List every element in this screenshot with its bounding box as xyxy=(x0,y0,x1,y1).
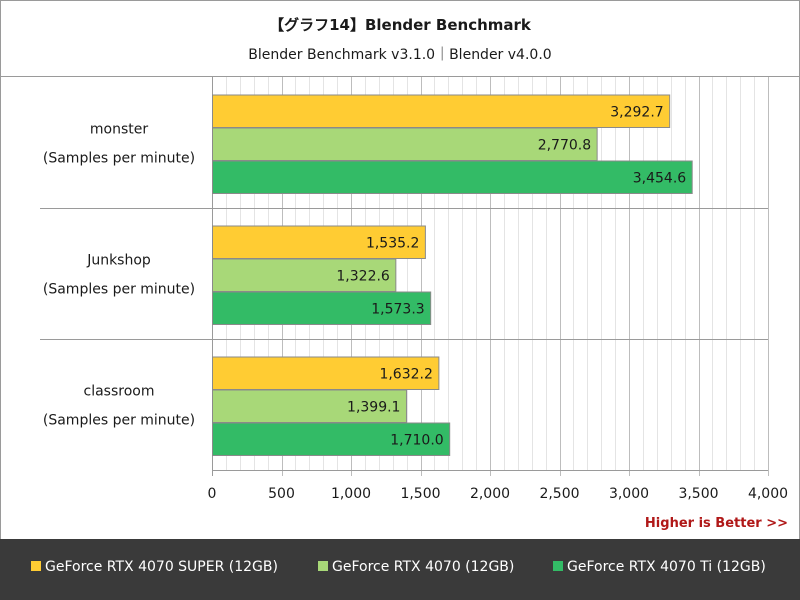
category-label: Junkshop xyxy=(86,253,151,269)
legend-bar xyxy=(0,539,800,600)
bar-value-label: 3,292.7 xyxy=(610,104,663,120)
x-tick-label: 3,000 xyxy=(609,486,649,502)
labels-layer: monster (Samples per minute) 3,292.7 2,770.… xyxy=(43,104,788,502)
category-label: monster xyxy=(90,122,148,138)
bar-value-label: 1,399.1 xyxy=(347,399,400,415)
bar xyxy=(212,258,397,292)
legend-swatch xyxy=(553,561,563,571)
category-unit-label: (Samples per minute) xyxy=(43,413,195,429)
bar xyxy=(212,356,440,390)
bar xyxy=(212,422,451,456)
x-tick-label: 1,000 xyxy=(331,486,371,502)
bar xyxy=(212,160,693,194)
x-tick-label: 3,500 xyxy=(678,486,718,502)
bar-value-label: 1,322.6 xyxy=(336,268,390,284)
bars-layer xyxy=(212,94,693,456)
bar xyxy=(212,94,671,128)
legend-swatch xyxy=(318,561,328,571)
bar xyxy=(212,291,432,325)
legend-swatch xyxy=(31,561,41,571)
x-tick-label: 0 xyxy=(208,486,217,502)
category-label: classroom xyxy=(84,384,155,400)
legend-label: GeForce RTX 4070 SUPER (12GB) xyxy=(45,559,278,575)
legend-label: GeForce RTX 4070 (12GB) xyxy=(332,559,514,575)
bar xyxy=(212,389,407,423)
x-tick-label: 4,000 xyxy=(748,486,788,502)
bar-value-label: 1,710.0 xyxy=(390,432,443,448)
x-tick-label: 500 xyxy=(268,486,295,502)
chart-subtitle: Blender Benchmark v3.1.0｜Blender v4.0.0 xyxy=(248,47,551,63)
x-tick-label: 2,000 xyxy=(470,486,510,502)
higher-is-better-note: Higher is Better >> xyxy=(645,516,788,531)
bar xyxy=(212,127,598,161)
x-tick-label: 1,500 xyxy=(400,486,440,502)
bar xyxy=(212,225,426,259)
category-unit-label: (Samples per minute) xyxy=(43,151,195,167)
x-tick-label: 2,500 xyxy=(539,486,579,502)
chart-title: 【グラフ14】Blender Benchmark xyxy=(269,16,532,34)
bar-value-label: 1,535.2 xyxy=(366,235,419,251)
bar-value-label: 2,770.8 xyxy=(538,137,591,153)
legend: GeForce RTX 4070 SUPER (12GB) GeForce RTX… xyxy=(31,559,766,575)
bar-value-label: 1,573.3 xyxy=(371,301,424,317)
category-unit-label: (Samples per minute) xyxy=(43,282,195,298)
bar-value-label: 1,632.2 xyxy=(379,366,432,382)
legend-label: GeForce RTX 4070 Ti (12GB) xyxy=(567,559,766,575)
bar-value-label: 3,454.6 xyxy=(633,170,687,186)
